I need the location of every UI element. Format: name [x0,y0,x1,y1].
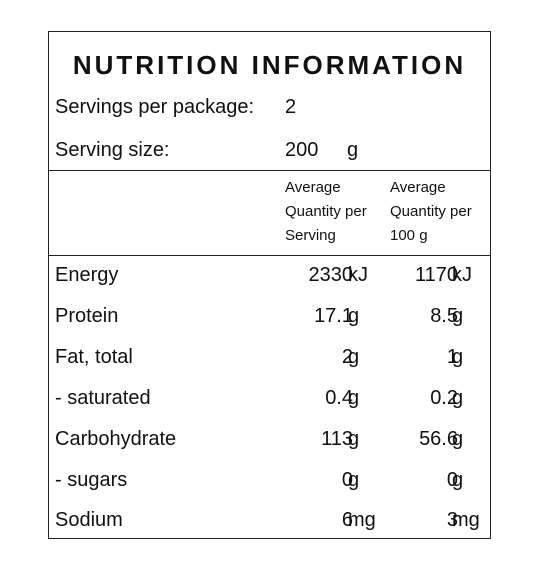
serving-value: 113 [321,428,353,450]
per100-value: 8.5 [430,305,458,327]
serving-unit: mg [348,509,376,531]
serving-value: 17.1 [314,305,353,327]
table-row: - saturated 0.4 g 0.2 g [49,387,490,427]
table-row: Protein 17.1 g 8.5 g [49,305,490,345]
per100-value: 1 [446,346,458,368]
per100-value: 0.2 [430,387,458,409]
serving-unit: g [348,305,360,327]
serving-size-value: 200 [285,139,319,161]
table-row: Carbohydrate 113 g 56.6 g [49,428,490,468]
serving-size-label: Serving size: [55,139,170,161]
nutrient-name: - sugars [55,469,128,491]
serving-value: 0 [341,469,353,491]
per100-unit: g [452,469,464,491]
serving-unit: g [348,428,360,450]
table-row: - sugars 0 g 0 g [49,469,490,509]
serving-unit: g [348,469,360,491]
serving-unit: g [348,346,360,368]
table-row: Sodium 6 mg 3 mg [49,509,490,549]
serving-value: 2 [341,346,353,368]
per100-unit: kJ [452,264,472,286]
servings-value: 2 [285,96,297,118]
per100-unit: g [452,305,464,327]
nutrient-name: Sodium [55,509,123,531]
per100-value: 56.6 [419,428,458,450]
per100-unit: g [452,387,464,409]
nutrition-panel: NUTRITION INFORMATION Servings per packa… [48,31,491,539]
per100-unit: mg [452,509,480,531]
nutrient-name: Fat, total [55,346,133,368]
column-header-per-serving: Average Quantity per Serving [285,179,367,244]
serving-size-unit: g [347,139,359,161]
divider-top [49,170,490,171]
table-row: Fat, total 2 g 1 g [49,346,490,386]
per100-value: 1170 [414,264,458,286]
divider-header [49,255,490,256]
nutrient-name: Protein [55,305,119,327]
per100-value: 3 [446,509,458,531]
nutrient-name: Carbohydrate [55,428,177,450]
serving-value: 2330 [308,264,354,286]
serving-value: 0.4 [325,387,353,409]
serving-value: 6 [341,509,353,531]
nutrient-name: - saturated [55,387,151,409]
serving-unit: g [348,387,360,409]
per100-unit: g [452,428,464,450]
per100-value: 0 [446,469,458,491]
per100-unit: g [452,346,464,368]
column-header-per-100g: Average Quantity per 100 g [390,179,472,244]
panel-title: NUTRITION INFORMATION [72,50,467,80]
serving-unit: kJ [348,264,368,286]
nutrient-name: Energy [55,264,119,286]
servings-label: Servings per package: [55,96,255,118]
table-row: Energy 2330 kJ 1170 kJ [49,264,490,304]
